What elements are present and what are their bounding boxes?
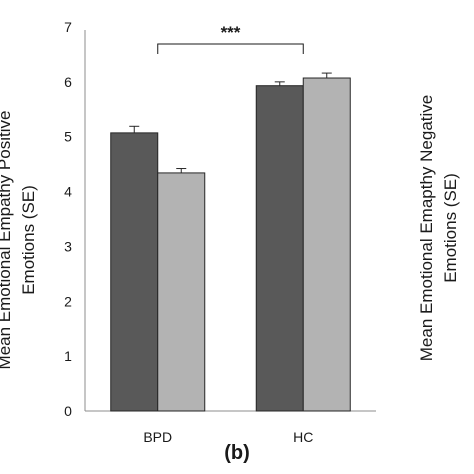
bars xyxy=(110,77,351,412)
panel-label: (b) xyxy=(224,442,250,464)
error-bars xyxy=(129,72,332,173)
y-axis-title-left-line1: Mean Emotional Empathy Positive xyxy=(0,111,14,370)
bar-bpd-2 xyxy=(157,172,206,412)
bar-hc-2 xyxy=(302,77,351,412)
x-tick-label-hc: HC xyxy=(293,429,313,445)
significance-bracket xyxy=(157,43,304,54)
y-axis-title-right-line1: Mean Emotional Emapthy Negative xyxy=(417,95,436,361)
y-axis-title-right-line2: Emotions (SE) xyxy=(441,173,460,283)
y-tick-label: 4 xyxy=(64,184,72,200)
y-axis-title-left-line2: Emotions (SE) xyxy=(19,185,38,295)
y-tick-label: 6 xyxy=(64,74,72,90)
x-tick-label-bpd: BPD xyxy=(143,429,172,445)
y-tick-label: 2 xyxy=(64,293,72,309)
y-tick-label: 0 xyxy=(64,403,72,419)
bar-bpd-1 xyxy=(110,132,159,412)
y-tick-label: 5 xyxy=(64,129,72,145)
category-labels: BPD HC xyxy=(143,429,313,445)
significance-label: *** xyxy=(221,23,241,42)
y-tick-labels: 0 1 2 3 4 5 6 7 xyxy=(64,19,72,419)
y-tick-label: 1 xyxy=(64,348,72,364)
bar-hc-1 xyxy=(255,85,304,412)
y-tick-label: 3 xyxy=(64,238,72,254)
y-tick-label: 7 xyxy=(64,19,72,35)
